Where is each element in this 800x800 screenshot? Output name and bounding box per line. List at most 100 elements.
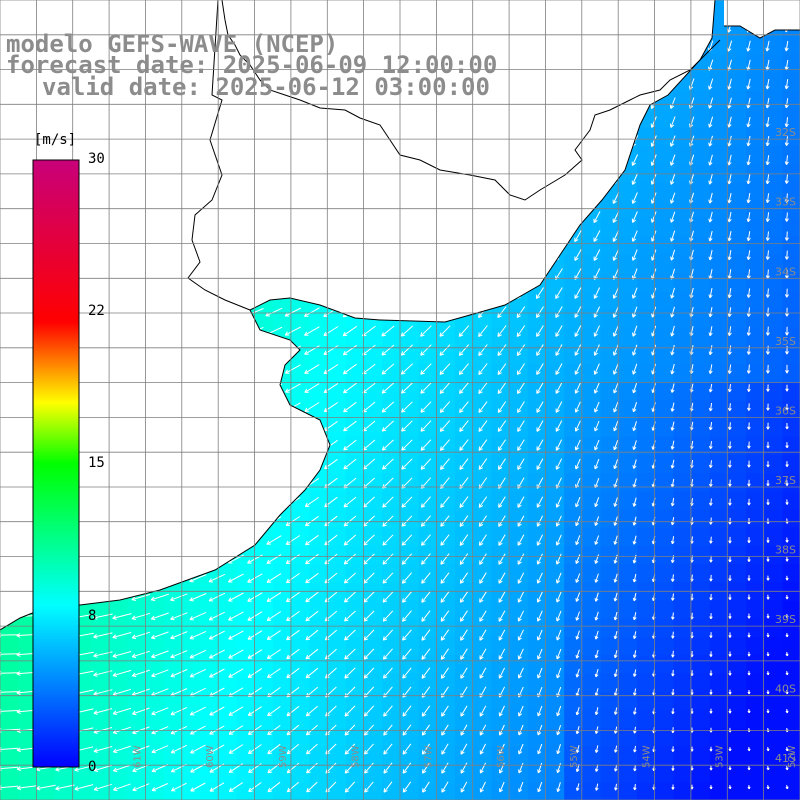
field-cell	[582, 364, 602, 383]
wind-arrow	[708, 192, 713, 204]
wind-arrow	[420, 325, 432, 337]
field-cell	[709, 273, 729, 292]
field-cell	[600, 418, 620, 438]
field-cell	[109, 746, 128, 765]
field-cell	[72, 782, 92, 800]
field-cell	[491, 473, 511, 492]
wind-arrow	[746, 307, 751, 317]
field-cell	[309, 509, 329, 529]
field-cell	[491, 764, 511, 784]
field-cell	[637, 455, 656, 474]
field-cell	[382, 327, 401, 347]
field-cell	[728, 673, 747, 693]
field-cell	[637, 764, 656, 784]
field-cell	[509, 637, 529, 656]
field-cell	[200, 618, 219, 638]
field-cell	[327, 728, 347, 747]
field-cell	[527, 655, 547, 674]
field-cell	[691, 273, 711, 292]
field-cell	[455, 782, 474, 800]
field-cell	[509, 345, 529, 365]
field-cell	[527, 637, 547, 656]
field-cell	[691, 182, 711, 201]
field-cell	[637, 400, 656, 420]
field-cell	[691, 236, 711, 256]
field-cell	[436, 728, 456, 747]
field-cell	[382, 746, 401, 765]
field-cell	[236, 764, 256, 784]
field-cell	[382, 582, 401, 602]
field-cell	[18, 728, 37, 747]
wind-arrow	[746, 40, 751, 52]
field-cell	[345, 618, 365, 638]
field-cell	[527, 527, 547, 547]
field-cell	[782, 782, 800, 800]
wind-arrow	[784, 212, 789, 222]
wind-arrow	[765, 193, 770, 203]
field-cell	[764, 382, 784, 401]
field-cell	[418, 491, 438, 511]
wind-arrow	[458, 325, 470, 337]
field-cell	[418, 455, 438, 474]
field-cell	[436, 527, 456, 547]
field-cell	[527, 291, 547, 310]
field-cell	[600, 691, 620, 711]
lon-label: 56W	[496, 745, 507, 768]
field-cell	[728, 382, 747, 401]
field-cell	[582, 236, 602, 256]
field-cell	[18, 673, 37, 693]
field-cell	[546, 473, 565, 492]
field-cell	[582, 728, 602, 747]
wind-arrow	[516, 325, 526, 337]
field-cell	[309, 691, 329, 711]
wind-arrow	[784, 155, 789, 165]
field-cell	[418, 345, 438, 365]
field-cell	[746, 673, 765, 693]
wind-arrow	[304, 326, 320, 336]
field-cell	[655, 182, 674, 201]
field-cell	[709, 564, 729, 583]
field-cell	[546, 746, 565, 765]
field-cell	[473, 637, 492, 656]
wind-arrow	[574, 249, 582, 261]
field-cell	[436, 546, 456, 565]
field-cell	[728, 618, 747, 638]
field-cell	[673, 218, 693, 238]
field-cell	[291, 600, 310, 620]
field-cell	[600, 236, 620, 256]
field-cell	[400, 418, 420, 438]
field-cell	[364, 364, 383, 383]
field-cell	[691, 546, 711, 565]
field-cell	[709, 473, 729, 492]
wind-arrow	[784, 79, 789, 90]
field-cell	[546, 491, 565, 511]
field-cell	[728, 109, 747, 128]
field-cell	[600, 291, 620, 310]
field-cell	[618, 491, 638, 511]
field-cell	[309, 746, 329, 765]
field-cell	[782, 236, 800, 256]
field-cell	[546, 691, 565, 711]
field-cell	[273, 782, 292, 800]
field-cell	[637, 728, 656, 747]
field-cell	[418, 582, 438, 602]
field-cell	[273, 728, 292, 747]
wind-arrow	[708, 116, 714, 128]
wind-arrow	[746, 116, 751, 128]
field-cell	[0, 673, 19, 693]
field-cell	[127, 600, 147, 620]
field-cell	[673, 527, 693, 547]
field-cell	[655, 509, 674, 529]
field-cell	[491, 327, 511, 347]
field-cell	[91, 655, 110, 674]
field-cell	[0, 637, 19, 656]
field-cell	[637, 418, 656, 438]
field-cell	[509, 546, 529, 565]
wind-arrow	[708, 154, 713, 166]
field-cell	[418, 709, 438, 729]
field-cell	[291, 764, 310, 784]
field-cell	[291, 382, 310, 401]
field-cell	[709, 691, 729, 711]
field-cell	[564, 782, 583, 800]
field-cell	[455, 509, 474, 529]
